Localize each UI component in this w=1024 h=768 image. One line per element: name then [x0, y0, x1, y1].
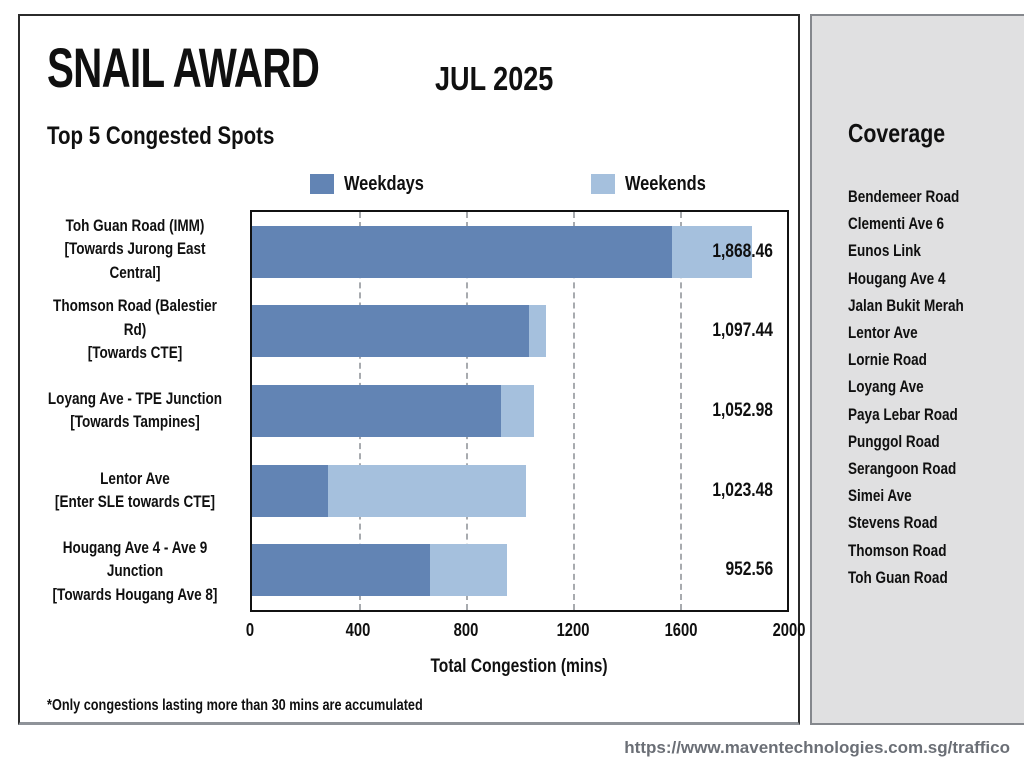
- report-subtitle: Top 5 Congested Spots: [47, 122, 275, 150]
- coverage-item: Paya Lebar Road: [848, 405, 958, 424]
- footnote: *Only congestions lasting more than 30 m…: [47, 697, 423, 714]
- category-label: Lentor Ave [Enter SLE towards CTE]: [54, 470, 216, 512]
- bar-total-label: 1,023.48: [712, 479, 773, 501]
- x-tick: 800: [453, 620, 478, 640]
- legend-swatch-weekends: [591, 174, 616, 194]
- category-label: Toh Guan Road (IMM) [Towards Jurong East …: [64, 217, 206, 282]
- category-label: Loyang Ave - TPE Junction [Towards Tampin…: [47, 389, 223, 432]
- coverage-item: Eunos Link: [848, 242, 921, 261]
- report-title: SNAIL AWARD: [47, 36, 320, 99]
- bar-row: 1,052.98: [252, 371, 787, 451]
- gridline: [573, 212, 575, 610]
- x-tick: 0: [245, 620, 255, 640]
- legend-swatch-weekdays: [310, 174, 334, 194]
- legend-item-weekends: Weekends: [591, 173, 724, 196]
- coverage-title: Coverage: [848, 118, 946, 148]
- bar-weekends-segment: [429, 544, 507, 597]
- category-labels: Toh Guan Road (IMM) [Towards Jurong East …: [28, 210, 242, 612]
- x-tick: 400: [345, 620, 371, 640]
- legend-label-weekends: Weekends: [625, 172, 707, 195]
- plot-area: 1,868.46 1,097.44 1,052.98 1,023.48 952.…: [250, 210, 789, 612]
- bar-row: 1,023.48: [252, 451, 787, 531]
- gridline: [680, 212, 682, 610]
- x-tick: 1200: [556, 620, 590, 640]
- bar-weekends-segment: [500, 384, 534, 437]
- coverage-item: Thomson Road: [848, 541, 947, 560]
- category-label: Thomson Road (Balestier Rd) [Towards CTE]: [53, 297, 217, 363]
- bar-weekends-segment: [528, 305, 546, 358]
- legend-item-weekdays: Weekdays: [310, 173, 441, 196]
- coverage-item: Simei Ave: [848, 487, 912, 506]
- x-axis-ticks: 0 400 800 1200 1600 2000: [246, 620, 806, 644]
- x-tick: 1600: [664, 620, 698, 640]
- bar-total-label: 1,868.46: [712, 240, 773, 262]
- coverage-item: Lornie Road: [848, 351, 927, 370]
- legend: Weekdays Weekends: [250, 169, 789, 199]
- bar-weekdays-segment: [252, 544, 430, 597]
- coverage-item: Jalan Bukit Merah: [848, 296, 964, 315]
- coverage-item: Punggol Road: [848, 432, 940, 451]
- coverage-item: Bendemeer Road: [848, 188, 960, 206]
- infographic-card: SNAIL AWARD JUL 2025 Top 5 Congested Spo…: [18, 14, 806, 725]
- bar-weekdays-segment: [252, 384, 501, 437]
- bar-weekdays-segment: [252, 305, 529, 358]
- category-label: Hougang Ave 4 - Ave 9 Junction [Towards H…: [52, 538, 218, 604]
- coverage-item: Stevens Road: [848, 514, 938, 533]
- bar-total-label: 1,052.98: [712, 399, 773, 421]
- x-axis-label: Total Congestion (mins): [430, 656, 609, 677]
- bar-rows: 1,868.46 1,097.44 1,052.98 1,023.48 952.…: [252, 212, 787, 610]
- bar-weekdays-segment: [252, 225, 672, 278]
- coverage-item: Hougang Ave 4: [848, 269, 946, 288]
- coverage-item: Loyang Ave: [848, 378, 924, 397]
- bar-weekdays-segment: [252, 464, 329, 517]
- report-period: JUL 2025: [435, 60, 554, 97]
- bar-row: 1,868.46: [252, 212, 787, 292]
- bar-weekends-segment: [328, 464, 526, 517]
- bar-total-label: 1,097.44: [712, 320, 773, 342]
- coverage-item: Toh Guan Road: [848, 568, 948, 587]
- coverage-panel: Coverage Bendemeer Road Clementi Ave 6 E…: [810, 14, 1024, 725]
- footer-url: https://www.maventechnologies.com.sg/tra…: [624, 738, 1010, 757]
- legend-label-weekdays: Weekdays: [344, 172, 424, 195]
- x-tick: 2000: [772, 620, 806, 640]
- coverage-item: Lentor Ave: [848, 324, 918, 343]
- coverage-item: Serangoon Road: [848, 460, 957, 479]
- coverage-item: Clementi Ave 6: [848, 215, 945, 234]
- bar-total-label: 952.56: [725, 559, 773, 581]
- bar-row: 952.56: [252, 530, 787, 610]
- coverage-list: Bendemeer Road Clementi Ave 6 Eunos Link…: [848, 184, 1024, 592]
- bar-weekends-segment: [671, 225, 752, 278]
- bar-row: 1,097.44: [252, 292, 787, 372]
